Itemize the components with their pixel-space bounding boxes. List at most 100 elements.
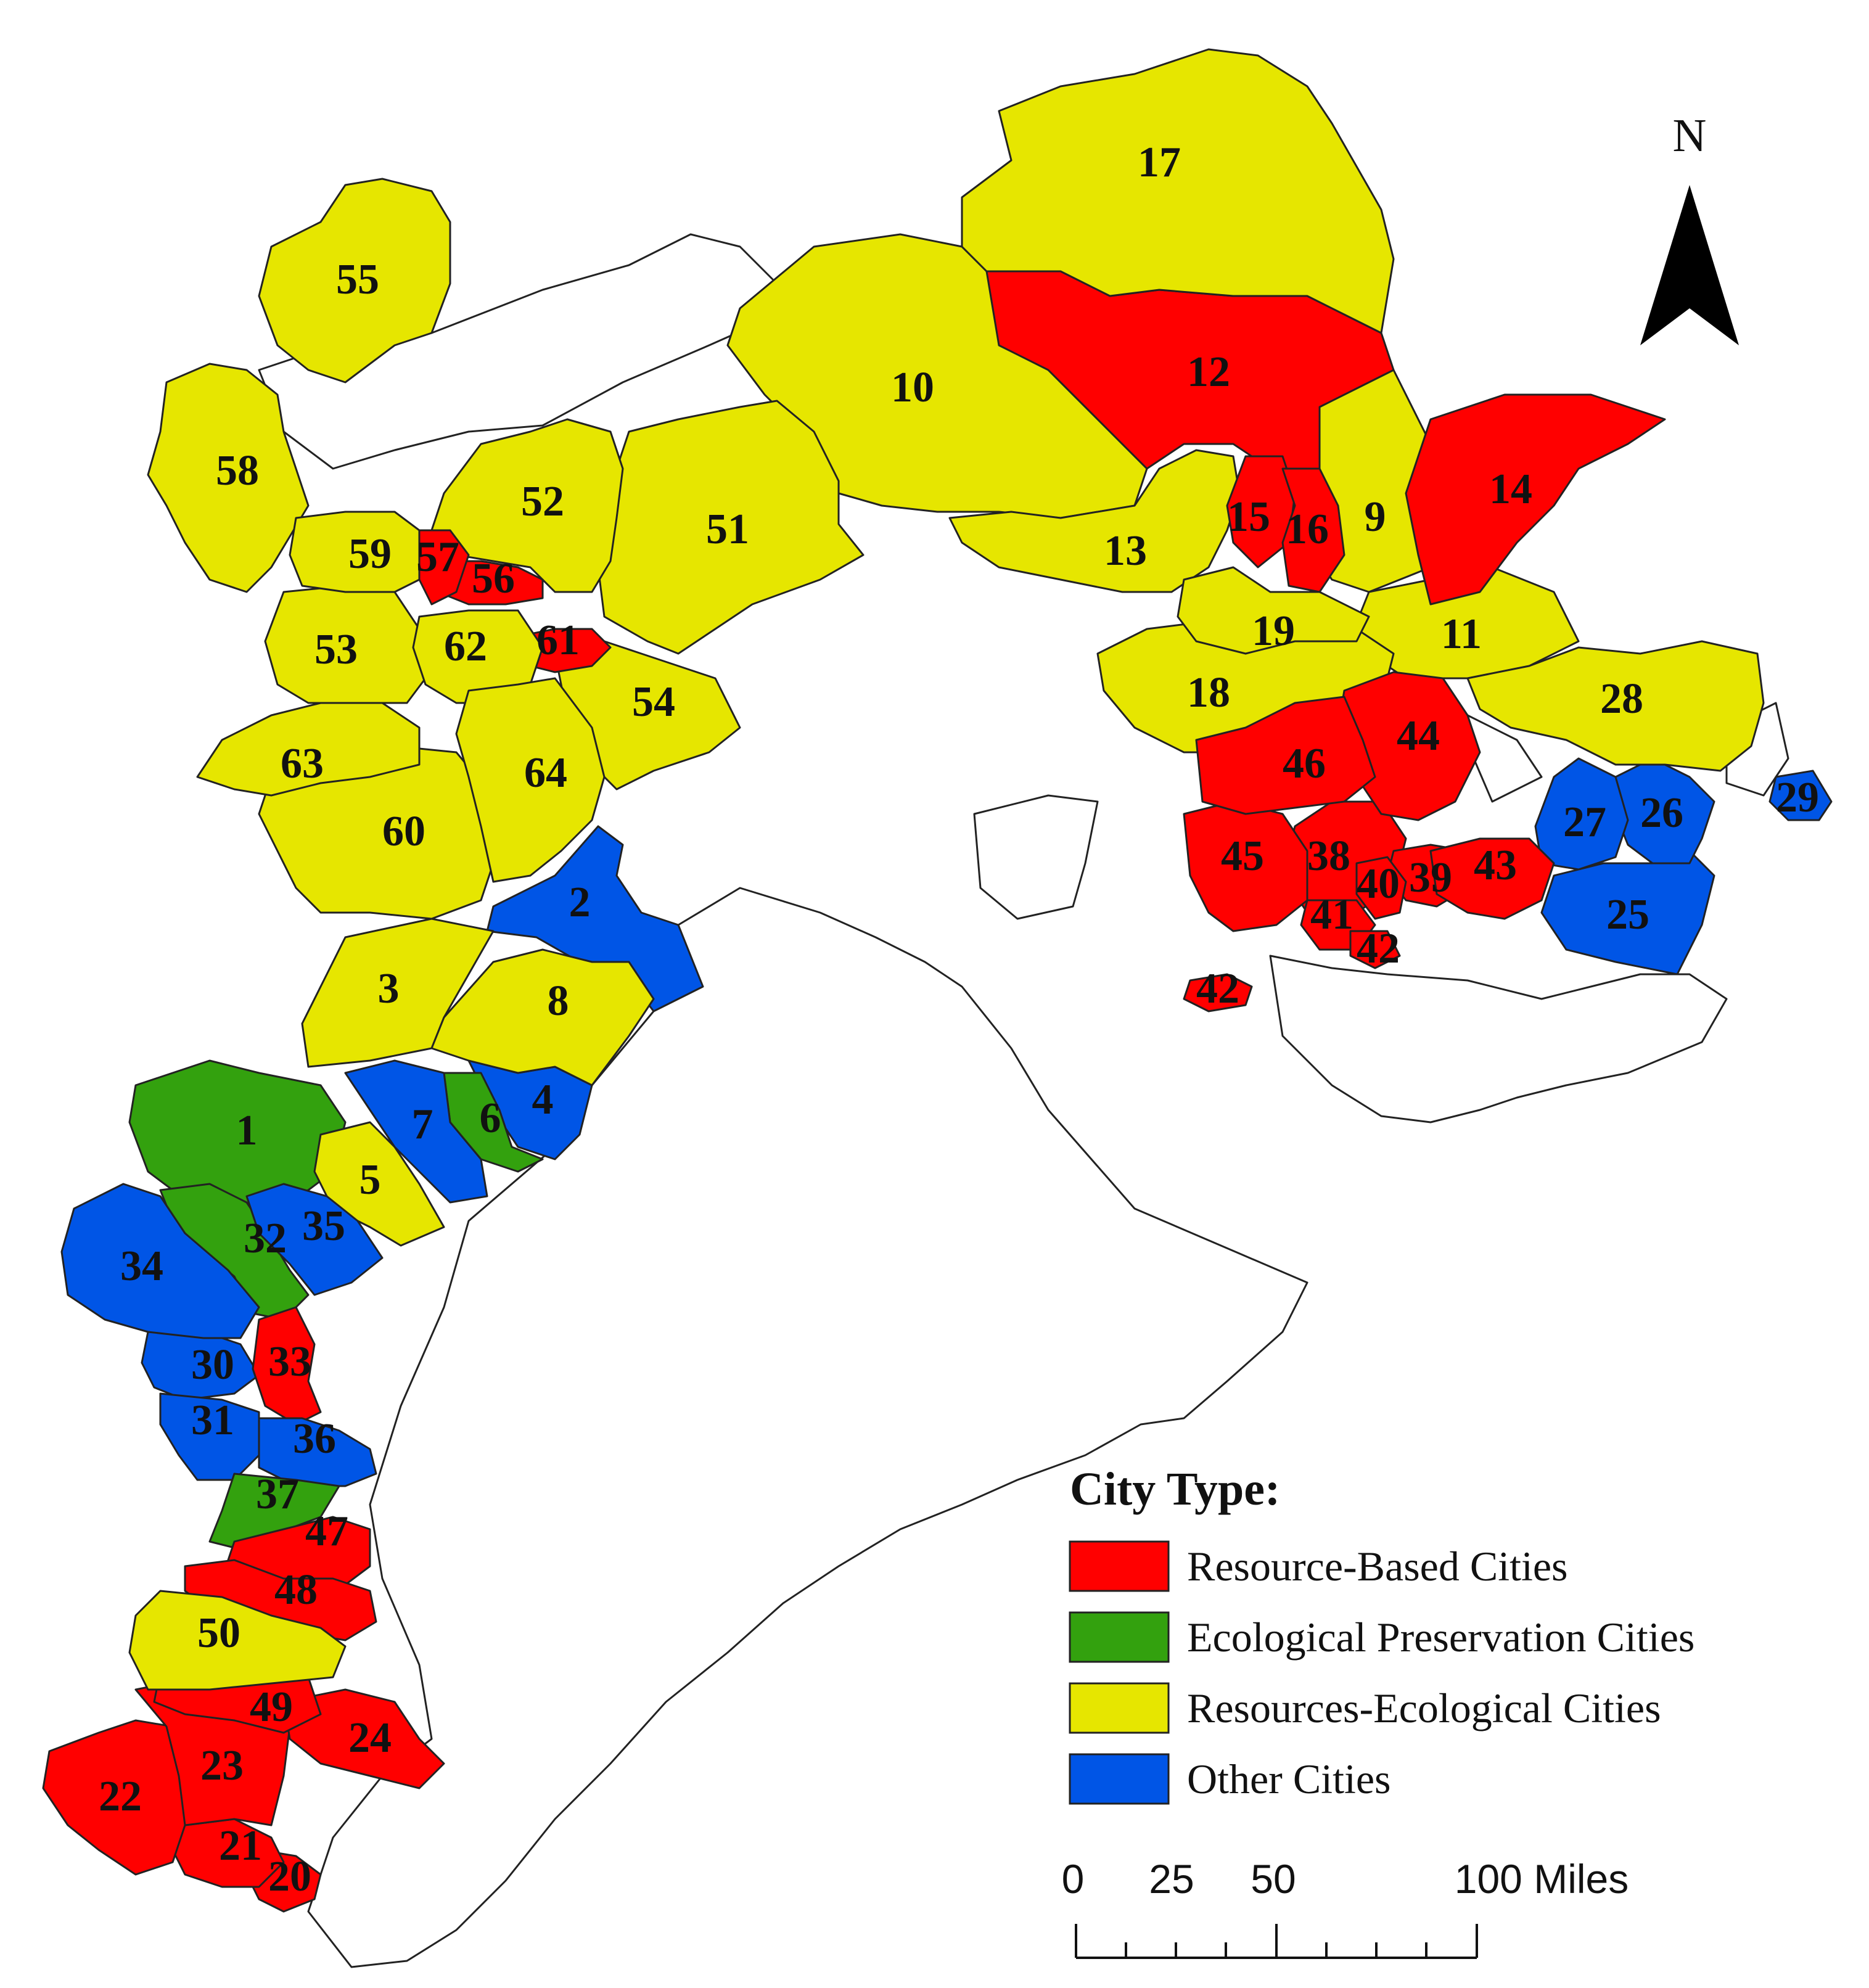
- region-label-56: 56: [472, 555, 515, 602]
- region-50: [128, 1590, 347, 1691]
- region-labels: 1 2 3 4 5 6 7 8 9 10 11 12 13 14 15 16 1…: [99, 139, 1819, 1900]
- region-label-45: 45: [1221, 832, 1264, 880]
- region-label-18: 18: [1187, 669, 1230, 717]
- region-25: [1540, 850, 1715, 976]
- region-label-42b: 42: [1196, 965, 1239, 1012]
- north-arrow: N: [1640, 110, 1739, 345]
- region-2: [486, 825, 704, 1012]
- region-label-55: 55: [336, 256, 379, 303]
- region-label-61: 61: [536, 617, 580, 664]
- region-label-20: 20: [268, 1853, 311, 1900]
- region-label-35: 35: [302, 1202, 345, 1250]
- region-40: [1355, 856, 1407, 920]
- coastal-outline: [1269, 955, 1728, 1123]
- city-regions: [42, 48, 1833, 1913]
- region-8: [430, 948, 655, 1086]
- region-label-50: 50: [197, 1609, 240, 1657]
- region-27: [1534, 757, 1629, 871]
- region-label-22: 22: [99, 1773, 142, 1820]
- region-22: [42, 1719, 186, 1876]
- region-34: [60, 1183, 260, 1339]
- region-label-6: 6: [480, 1095, 501, 1142]
- region-label-7: 7: [412, 1101, 433, 1148]
- region-label-54: 54: [632, 678, 675, 726]
- north-arrow-icon: [1640, 185, 1739, 345]
- region-label-49: 49: [250, 1683, 293, 1731]
- region-label-10: 10: [891, 364, 934, 411]
- legend-swatch-resource-ecological: [1069, 1682, 1170, 1734]
- region-label-2: 2: [569, 879, 591, 926]
- scale-label-100: 100 Miles: [1455, 1856, 1629, 1902]
- region-14: [1405, 393, 1666, 606]
- legend: City Type: Resource-Based Cities Ecologi…: [1069, 1463, 1694, 1805]
- region-59: [289, 511, 421, 593]
- legend-swatch-ecological: [1069, 1611, 1170, 1663]
- scale-label-50: 50: [1251, 1856, 1296, 1902]
- legend-label-ecological: Ecological Preservation Cities: [1187, 1614, 1694, 1661]
- legend-label-resource-ecological: Resources-Ecological Cities: [1187, 1685, 1661, 1731]
- region-label-48: 48: [274, 1566, 318, 1614]
- region-19: [1177, 566, 1370, 655]
- region-label-13: 13: [1104, 527, 1147, 575]
- region-label-42a: 42: [1357, 925, 1400, 972]
- region-55: [258, 178, 451, 384]
- region-label-29: 29: [1776, 774, 1819, 821]
- region-label-62: 62: [444, 623, 487, 670]
- region-label-17: 17: [1138, 139, 1181, 186]
- unclassified-areas: [258, 233, 1789, 1968]
- legend-label-other: Other Cities: [1187, 1756, 1391, 1802]
- region-24: [282, 1688, 445, 1789]
- legend-swatch-other: [1069, 1753, 1170, 1805]
- region-label-51: 51: [706, 506, 749, 553]
- region-label-59: 59: [348, 530, 392, 578]
- region-label-37: 37: [256, 1471, 299, 1518]
- scale-label-25: 25: [1149, 1856, 1194, 1902]
- region-29: [1768, 770, 1833, 821]
- region-label-5: 5: [359, 1156, 381, 1204]
- region-label-33: 33: [268, 1338, 311, 1386]
- region-label-4: 4: [532, 1076, 554, 1123]
- region-35: [245, 1183, 384, 1296]
- region-label-12: 12: [1187, 348, 1230, 396]
- region-15: [1226, 455, 1296, 569]
- region-label-9: 9: [1365, 493, 1386, 541]
- region-label-57: 57: [416, 533, 459, 581]
- region-label-52: 52: [521, 478, 564, 525]
- region-7: [344, 1059, 488, 1204]
- region-46: [1195, 696, 1376, 815]
- region-label-27: 27: [1563, 799, 1606, 846]
- region-label-63: 63: [281, 740, 324, 787]
- region-label-36: 36: [293, 1415, 336, 1463]
- region-label-53: 53: [314, 626, 358, 673]
- region-label-32: 32: [244, 1215, 287, 1262]
- region-label-64: 64: [524, 749, 567, 797]
- region-17: [961, 48, 1395, 334]
- scale-bar-ticks: [1075, 1924, 1478, 1959]
- region-58: [147, 363, 310, 593]
- scale-label-0: 0: [1062, 1856, 1085, 1902]
- region-label-31: 31: [191, 1397, 234, 1444]
- legend-swatch-resource: [1069, 1540, 1170, 1592]
- north-label: N: [1673, 110, 1707, 162]
- region-label-14: 14: [1489, 466, 1532, 513]
- region-label-8: 8: [548, 977, 569, 1025]
- legend-label-resource: Resource-Based Cities: [1187, 1543, 1568, 1590]
- region-label-30: 30: [191, 1341, 234, 1389]
- region-label-60: 60: [382, 808, 425, 855]
- region-42: [1183, 930, 1401, 1012]
- region-43: [1429, 837, 1555, 920]
- region-label-3: 3: [378, 965, 400, 1012]
- region-label-1: 1: [236, 1107, 258, 1154]
- region-label-58: 58: [216, 447, 259, 495]
- region-label-15: 15: [1227, 493, 1270, 541]
- region-21: [171, 1818, 285, 1888]
- region-label-46: 46: [1283, 740, 1326, 787]
- region-label-39: 39: [1409, 854, 1452, 902]
- region-label-44: 44: [1397, 712, 1440, 760]
- region-label-11: 11: [1441, 610, 1482, 658]
- region-label-38: 38: [1307, 832, 1350, 880]
- northeast-outline: [973, 794, 1099, 920]
- region-33: [252, 1306, 322, 1426]
- region-63: [196, 702, 421, 797]
